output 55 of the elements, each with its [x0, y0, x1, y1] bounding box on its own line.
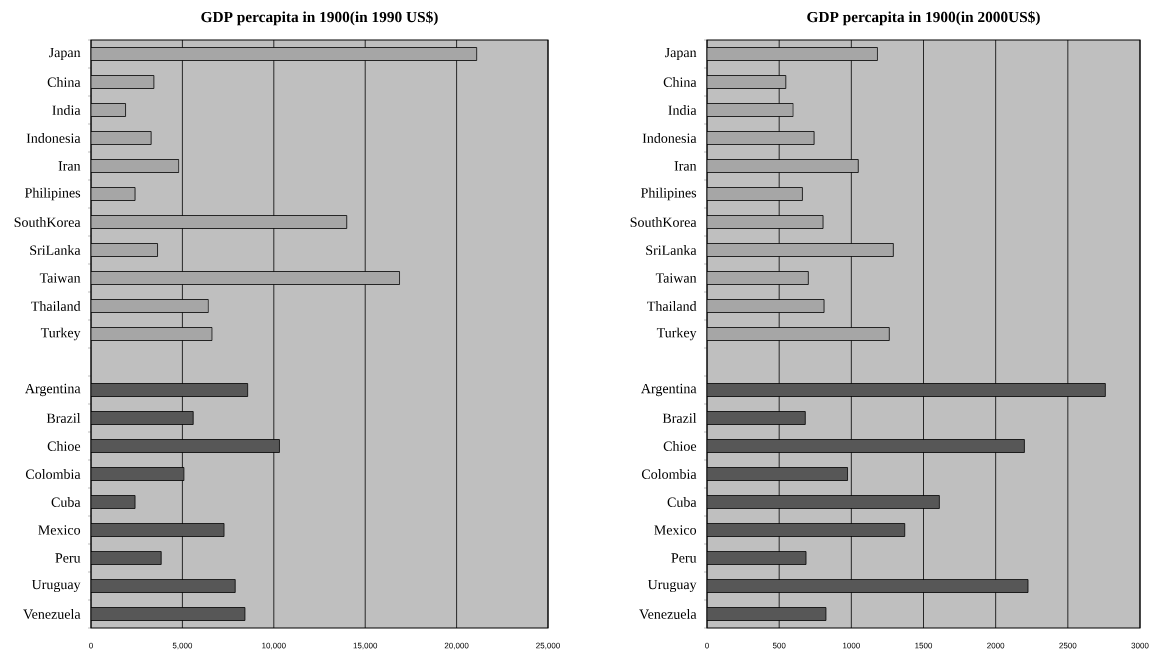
- x-tick-label: 1000: [843, 642, 860, 649]
- y-tick-label: Thailand: [31, 301, 81, 311]
- y-tick-label: Thailand: [647, 301, 697, 311]
- y-tick-label: Turkey: [656, 327, 697, 341]
- y-tick-label: Taiwan: [655, 273, 697, 283]
- y-tick-label: Japan: [665, 47, 697, 61]
- chart-title: GDP percapita in 1900(in 1990 US$): [201, 10, 438, 26]
- y-tick-label: Indonesia: [26, 133, 81, 143]
- y-tick-label: Turkey: [40, 327, 81, 341]
- x-tick-label: 1500: [915, 642, 933, 649]
- y-tick-label: Chioe: [47, 441, 81, 451]
- chart-title: GDP percapita in 1900(in 2000US$): [807, 10, 1040, 26]
- y-tick-label: Mexico: [654, 525, 697, 535]
- y-tick-label: Uruguay: [647, 579, 697, 593]
- y-tick-label: Japan: [49, 47, 81, 61]
- y-tick-label: Venezuela: [639, 609, 697, 619]
- x-tick-label: 2500: [1059, 642, 1077, 649]
- y-tick-label: Philipines: [24, 187, 81, 201]
- y-tick-label: SriLanka: [30, 245, 81, 255]
- y-tick-label: China: [47, 77, 81, 87]
- x-tick-label: 500: [772, 642, 786, 649]
- y-tick-label: Cuba: [51, 497, 81, 507]
- y-tick-label: Uruguay: [31, 579, 81, 593]
- x-tick-label: 0: [705, 642, 709, 649]
- x-tick-label: 20,000: [444, 642, 469, 650]
- y-tick-label: Chioe: [663, 441, 697, 451]
- y-tick-label: Colombia: [641, 469, 697, 479]
- x-tick-label: 3000: [1131, 642, 1149, 649]
- x-tick-label: 15,000: [353, 642, 378, 650]
- y-tick-label: Venezuela: [23, 609, 81, 619]
- y-tick-label: Philipines: [641, 187, 697, 201]
- y-tick-label: Mexico: [38, 525, 81, 535]
- y-tick-label: India: [52, 105, 81, 115]
- y-tick-label: SouthKorea: [630, 217, 697, 227]
- y-tick-label: SriLanka: [646, 245, 697, 255]
- y-tick-label: Iran: [58, 161, 81, 171]
- y-tick-label: China: [663, 77, 697, 87]
- y-tick-label: Brazil: [662, 413, 697, 423]
- y-tick-label: Peru: [671, 553, 697, 563]
- x-tick-label: 10,000: [262, 642, 286, 650]
- y-tick-label: Iran: [674, 161, 697, 171]
- y-tick-label: India: [668, 105, 697, 115]
- x-tick-label: 2000: [987, 642, 1005, 649]
- x-tick-label: 25,000: [536, 642, 560, 650]
- y-tick-label: Cuba: [667, 497, 697, 507]
- x-tick-label: 5,000: [172, 642, 193, 650]
- y-tick-label: Argentina: [641, 383, 697, 397]
- y-tick-label: Taiwan: [39, 273, 81, 283]
- x-tick-label: 0: [89, 642, 93, 649]
- y-tick-label: Colombia: [25, 469, 81, 479]
- y-tick-label: Indonesia: [642, 133, 697, 143]
- y-tick-label: Argentina: [25, 383, 81, 397]
- y-tick-label: Brazil: [46, 413, 81, 423]
- y-tick-label: Peru: [55, 553, 81, 563]
- y-tick-label: SouthKorea: [14, 217, 81, 227]
